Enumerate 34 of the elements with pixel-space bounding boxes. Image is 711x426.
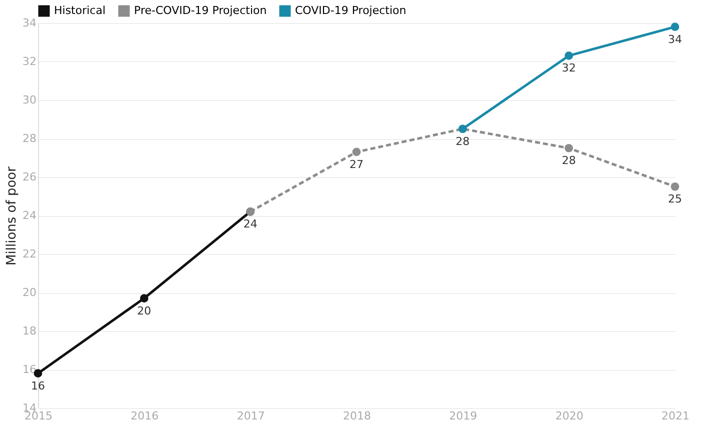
y-tick-label: 26 xyxy=(22,170,36,184)
point xyxy=(564,144,574,152)
legend-label: COVID-19 Projection xyxy=(295,4,406,17)
x-tick-label: 2020 xyxy=(555,410,584,422)
x-tick-label: 2021 xyxy=(662,410,690,422)
y-tick-label: 30 xyxy=(22,94,36,106)
point xyxy=(670,182,680,191)
y-axis-title: Millions of poor xyxy=(4,166,20,266)
y-tick-label: 28 xyxy=(22,132,36,145)
x-tick-label: 2017 xyxy=(236,410,265,422)
data-label: 32 xyxy=(562,62,576,75)
data-label: 16 xyxy=(31,379,45,392)
point xyxy=(564,52,574,60)
data-label: 27 xyxy=(350,158,364,171)
point xyxy=(352,148,361,156)
data-label: 28 xyxy=(456,134,470,148)
x-tick-label: 2016 xyxy=(130,410,159,422)
y-tick-label: 24 xyxy=(22,209,36,222)
x-tick-label: 2019 xyxy=(449,410,478,422)
y-tick-label: 18 xyxy=(22,324,36,338)
data-label: 25 xyxy=(668,192,682,206)
x-tick-label: 2018 xyxy=(343,410,371,422)
data-label: 28 xyxy=(562,154,576,168)
data-label: 34 xyxy=(668,32,682,46)
point xyxy=(140,294,148,302)
y-tick-label: 34 xyxy=(22,16,36,30)
point xyxy=(670,22,680,32)
y-tick-label: 22 xyxy=(22,248,36,260)
legend-label: Historical xyxy=(54,4,106,17)
legend-label: Pre-COVID-19 Projection xyxy=(134,4,267,17)
y-tick-label: 20 xyxy=(22,286,36,299)
data-label: 20 xyxy=(137,304,152,318)
data-label: 24 xyxy=(243,218,258,231)
y-tick-label: 32 xyxy=(22,55,36,68)
